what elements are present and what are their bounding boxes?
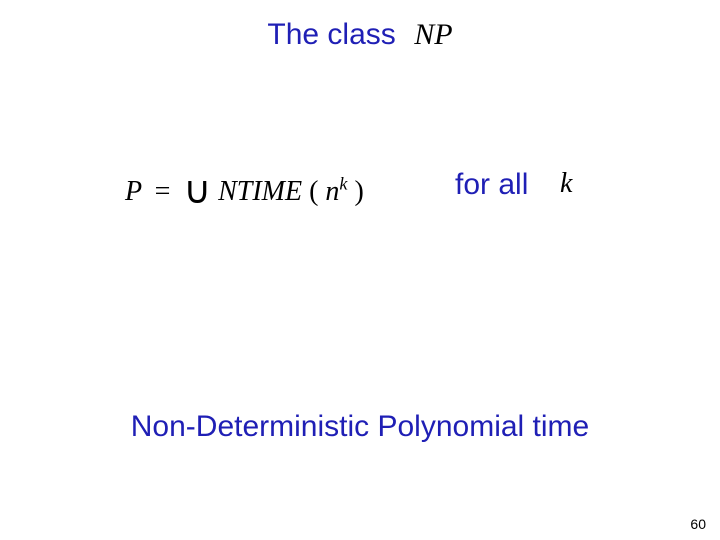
page-number: 60 [690,516,706,532]
eq-equals: = [155,176,171,207]
equation-line: P = ∪ NTIME ( nk ) [125,165,364,210]
eq-ntime: NTIME [218,176,302,207]
title-line: The class NP [0,18,720,52]
title-text: The class [267,18,395,52]
bottom-text: Non-Deterministic Polynomial time [0,410,720,444]
eq-arg-exp: k [339,174,347,194]
equation: P = ∪ NTIME ( nk ) [125,176,364,207]
eq-arg-base: n [325,176,339,207]
slide: The class NP P = ∪ NTIME ( nk ) for all … [0,0,720,540]
eq-open-paren: ( [309,176,318,207]
eq-union: ∪ [183,168,211,213]
eq-lhs: P [125,176,142,207]
forall-text: for all [455,168,528,202]
eq-close-paren: ) [354,176,363,207]
title-math-np: NP [414,18,452,52]
k-variable: k [560,168,572,200]
